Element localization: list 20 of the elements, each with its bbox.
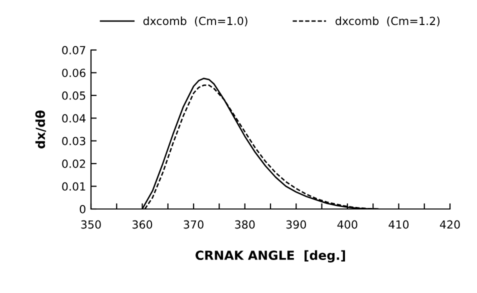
x-tick-label: 360 <box>132 220 152 229</box>
x-tick-label: 370 <box>184 220 204 229</box>
x-tick-label: 390 <box>286 220 306 229</box>
legend-label: dxcomb (Cm=1.0) <box>143 16 248 26</box>
y-tick-label: 0.07 <box>62 46 86 54</box>
y-axis-title: dx/dθ <box>35 110 46 148</box>
y-tick-label: 0.01 <box>62 182 86 191</box>
x-tick-label: 380 <box>235 220 255 229</box>
x-tick-label: 400 <box>337 220 358 229</box>
y-tick-label: 0.05 <box>62 91 86 100</box>
legend-label: dxcomb (Cm=1.2) <box>336 16 440 26</box>
y-tick-label: 0.02 <box>62 160 86 168</box>
x-tick-label: 420 <box>440 220 460 229</box>
y-tick-label: 0.03 <box>62 136 86 146</box>
y-tick-label: 0.04 <box>62 114 86 123</box>
x-tick-label: 350 <box>81 220 101 229</box>
y-tick-label: 0.06 <box>62 68 86 78</box>
x-tick-label: 410 <box>388 220 409 229</box>
x-axis-title: CRNAK ANGLE [deg.] <box>196 250 345 263</box>
y-tick-label: 0 <box>80 204 86 214</box>
